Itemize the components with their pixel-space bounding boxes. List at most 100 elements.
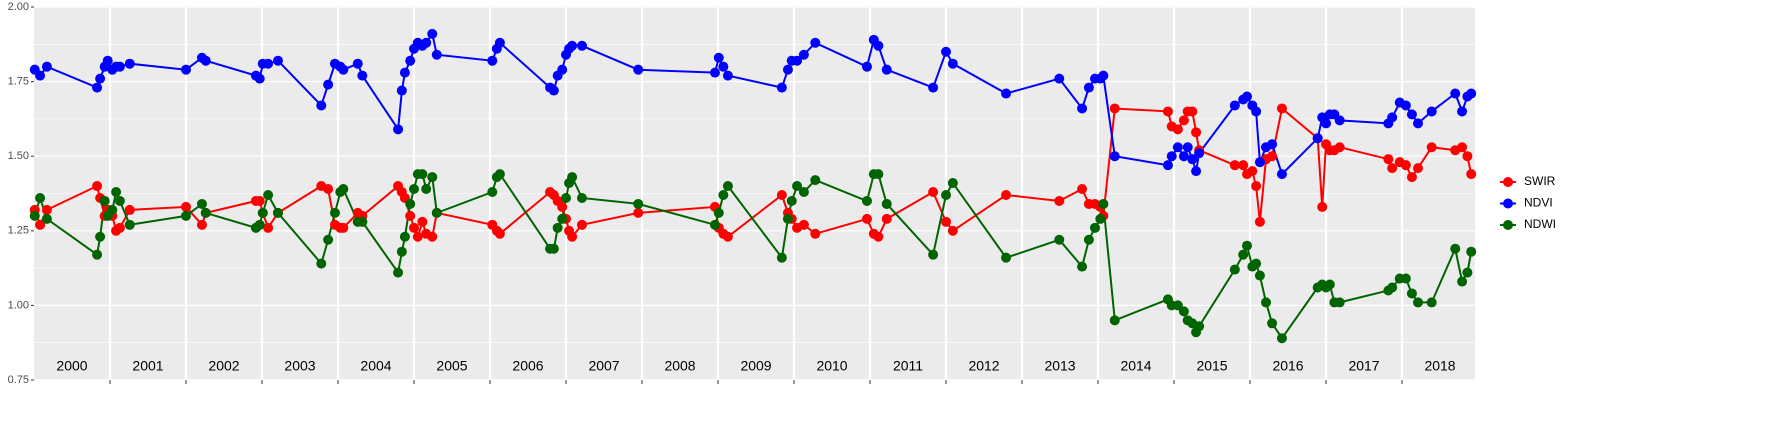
point bbox=[393, 124, 404, 135]
point bbox=[35, 70, 46, 81]
point bbox=[1412, 118, 1423, 129]
point bbox=[1276, 333, 1287, 344]
year-label: 2010 bbox=[816, 358, 847, 374]
point bbox=[417, 169, 428, 180]
point bbox=[35, 219, 46, 230]
point bbox=[1077, 184, 1088, 195]
point bbox=[1241, 91, 1252, 102]
point bbox=[272, 207, 283, 218]
point bbox=[95, 73, 106, 84]
point bbox=[1457, 276, 1468, 287]
point bbox=[1001, 88, 1012, 99]
point bbox=[1387, 282, 1398, 293]
point bbox=[722, 70, 733, 81]
year-label: 2008 bbox=[664, 358, 695, 374]
point bbox=[399, 67, 410, 78]
point bbox=[181, 201, 192, 212]
point bbox=[1260, 297, 1271, 308]
point bbox=[1412, 297, 1423, 308]
point bbox=[792, 55, 803, 66]
point bbox=[1400, 273, 1411, 284]
point bbox=[272, 55, 283, 66]
point bbox=[713, 52, 724, 63]
point bbox=[99, 195, 110, 206]
point bbox=[399, 231, 410, 242]
point bbox=[1412, 163, 1423, 174]
point bbox=[1083, 234, 1094, 245]
point bbox=[810, 37, 821, 48]
point bbox=[1324, 279, 1335, 290]
point bbox=[409, 222, 420, 233]
point bbox=[92, 82, 103, 93]
point bbox=[782, 64, 793, 75]
point bbox=[798, 187, 809, 198]
y-tick-label: 1.00 bbox=[8, 299, 29, 311]
legend: SWIR NDVI NDWI bbox=[1500, 174, 1556, 231]
point bbox=[1251, 181, 1262, 192]
y-tick-label: 0.75 bbox=[8, 374, 29, 386]
marks bbox=[29, 28, 1477, 344]
point bbox=[1426, 142, 1437, 153]
point bbox=[810, 175, 821, 186]
point bbox=[114, 61, 125, 72]
point bbox=[431, 207, 442, 218]
point bbox=[494, 228, 505, 239]
point bbox=[1462, 267, 1473, 278]
point bbox=[1095, 213, 1106, 224]
point bbox=[1083, 82, 1094, 93]
point bbox=[928, 187, 939, 198]
point bbox=[1109, 103, 1120, 114]
point bbox=[323, 184, 334, 195]
y-tick-label: 1.50 bbox=[8, 150, 29, 162]
point bbox=[1109, 151, 1120, 162]
point bbox=[338, 222, 349, 233]
point bbox=[1254, 270, 1265, 281]
point bbox=[487, 187, 498, 198]
point bbox=[709, 219, 720, 230]
point bbox=[861, 61, 872, 72]
point bbox=[947, 225, 958, 236]
point bbox=[1178, 306, 1189, 317]
point bbox=[323, 234, 334, 245]
point bbox=[114, 195, 125, 206]
point bbox=[947, 178, 958, 189]
point bbox=[928, 82, 939, 93]
point bbox=[1229, 100, 1240, 111]
point bbox=[567, 172, 578, 183]
point bbox=[722, 231, 733, 242]
point bbox=[548, 243, 559, 254]
point bbox=[1426, 106, 1437, 117]
point bbox=[487, 55, 498, 66]
point bbox=[494, 37, 505, 48]
point bbox=[181, 64, 192, 75]
point bbox=[1383, 154, 1394, 165]
point bbox=[107, 204, 118, 215]
point bbox=[124, 204, 135, 215]
point bbox=[1172, 124, 1183, 135]
point bbox=[316, 258, 327, 269]
point bbox=[409, 184, 420, 195]
point bbox=[713, 207, 724, 218]
point bbox=[1450, 243, 1461, 254]
year-label: 2012 bbox=[968, 358, 999, 374]
point bbox=[1178, 115, 1189, 126]
point bbox=[947, 58, 958, 69]
point bbox=[338, 184, 349, 195]
point bbox=[1054, 234, 1065, 245]
point bbox=[1182, 142, 1193, 153]
point bbox=[567, 40, 578, 51]
point bbox=[1450, 88, 1461, 99]
point bbox=[1191, 166, 1202, 177]
point bbox=[1098, 70, 1109, 81]
point bbox=[412, 231, 423, 242]
point bbox=[396, 246, 407, 257]
point bbox=[1238, 160, 1249, 171]
point bbox=[718, 61, 729, 72]
point bbox=[396, 85, 407, 96]
point bbox=[427, 28, 438, 39]
point bbox=[1254, 216, 1265, 227]
point bbox=[1321, 118, 1332, 129]
point bbox=[1267, 151, 1278, 162]
point bbox=[557, 64, 568, 75]
year-label: 2006 bbox=[512, 358, 543, 374]
